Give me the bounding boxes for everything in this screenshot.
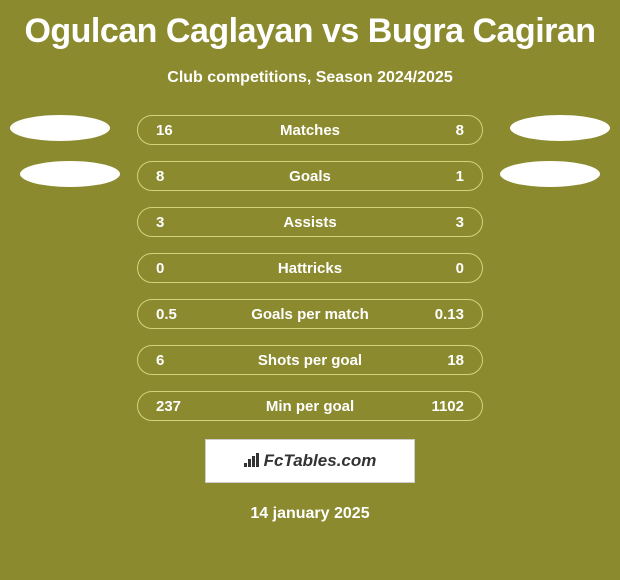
date-label: 14 january 2025 xyxy=(0,505,620,523)
stat-label: Assists xyxy=(206,214,414,231)
stat-value-right: 3 xyxy=(414,214,464,231)
stat-label: Goals per match xyxy=(206,306,414,323)
stat-pill-goals: 8 Goals 1 xyxy=(137,161,483,191)
stat-label: Hattricks xyxy=(206,260,414,277)
stat-pill-matches: 16 Matches 8 xyxy=(137,115,483,145)
stat-pill-goals-per-match: 0.5 Goals per match 0.13 xyxy=(137,299,483,329)
stat-pill-hattricks: 0 Hattricks 0 xyxy=(137,253,483,283)
stat-value-right: 1 xyxy=(414,168,464,185)
stat-value-right: 1102 xyxy=(414,398,464,415)
stat-pill-assists: 3 Assists 3 xyxy=(137,207,483,237)
chart-icon xyxy=(244,453,260,470)
stat-value-left: 3 xyxy=(156,214,206,231)
stat-value-left: 0.5 xyxy=(156,306,206,323)
stat-value-left: 237 xyxy=(156,398,206,415)
stat-value-left: 16 xyxy=(156,122,206,139)
stat-value-right: 8 xyxy=(414,122,464,139)
stat-row: 6 Shots per goal 18 xyxy=(0,345,620,375)
logo-box: FcTables.com xyxy=(205,439,415,483)
stat-value-right: 18 xyxy=(414,352,464,369)
comparison-title: Ogulcan Caglayan vs Bugra Cagiran xyxy=(0,0,620,51)
stat-value-left: 8 xyxy=(156,168,206,185)
stat-row: 0 Hattricks 0 xyxy=(0,253,620,283)
stats-container: 16 Matches 8 8 Goals 1 3 Assists 3 0 Hat… xyxy=(0,115,620,421)
stat-pill-min-per-goal: 237 Min per goal 1102 xyxy=(137,391,483,421)
stat-value-right: 0 xyxy=(414,260,464,277)
stat-row: 8 Goals 1 xyxy=(0,161,620,191)
logo-text: FcTables.com xyxy=(264,451,377,471)
stat-label: Min per goal xyxy=(206,398,414,415)
stat-value-right: 0.13 xyxy=(414,306,464,323)
stat-label: Shots per goal xyxy=(206,352,414,369)
stat-value-left: 6 xyxy=(156,352,206,369)
stat-pill-shots-per-goal: 6 Shots per goal 18 xyxy=(137,345,483,375)
stat-row: 0.5 Goals per match 0.13 xyxy=(0,299,620,329)
comparison-subtitle: Club competitions, Season 2024/2025 xyxy=(0,69,620,87)
stat-row: 16 Matches 8 xyxy=(0,115,620,145)
stat-label: Matches xyxy=(206,122,414,139)
stat-row: 237 Min per goal 1102 xyxy=(0,391,620,421)
stat-row: 3 Assists 3 xyxy=(0,207,620,237)
stat-label: Goals xyxy=(206,168,414,185)
stat-value-left: 0 xyxy=(156,260,206,277)
